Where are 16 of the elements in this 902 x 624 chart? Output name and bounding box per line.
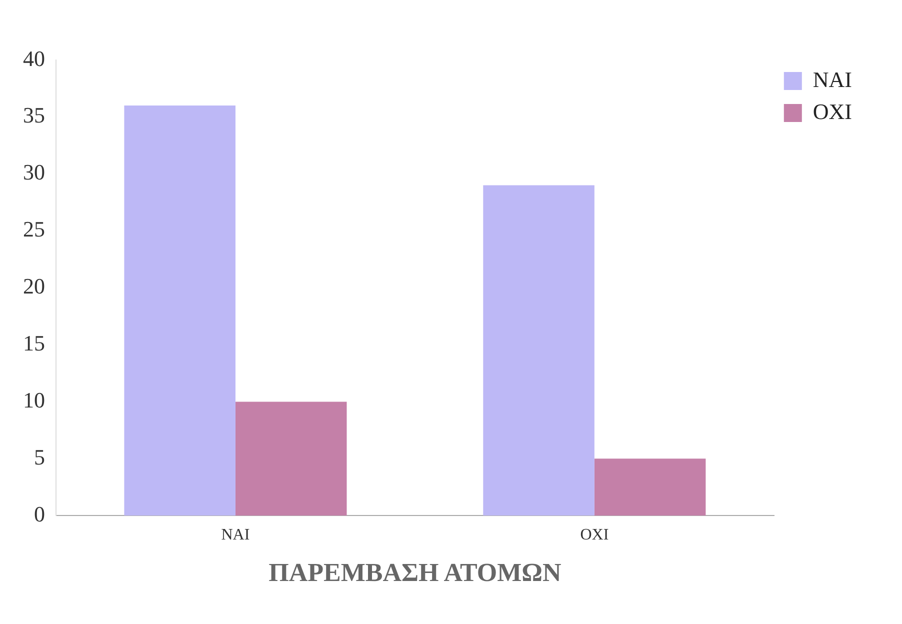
bar <box>124 106 236 516</box>
bar <box>235 402 347 516</box>
y-tick-label: 15 <box>23 330 45 356</box>
y-tick-label: 10 <box>23 387 45 412</box>
y-tick-label: 0 <box>34 501 45 526</box>
legend-label: ΝΑΙ <box>812 66 852 92</box>
y-tick-label: 25 <box>23 216 45 242</box>
y-tick-label: 20 <box>23 274 45 299</box>
y-tick-label: 5 <box>34 444 45 470</box>
bar <box>594 458 706 516</box>
y-tick-label: 30 <box>23 160 45 185</box>
x-axis-title: ΠΑΡΕΜΒΑΣΗ ΑΤΟΜΩΝ <box>268 558 562 588</box>
y-tick-label: 40 <box>23 46 45 71</box>
bar <box>483 185 594 516</box>
y-tick-label: 35 <box>23 102 45 128</box>
legend-label: ΟΧΙ <box>812 98 852 124</box>
